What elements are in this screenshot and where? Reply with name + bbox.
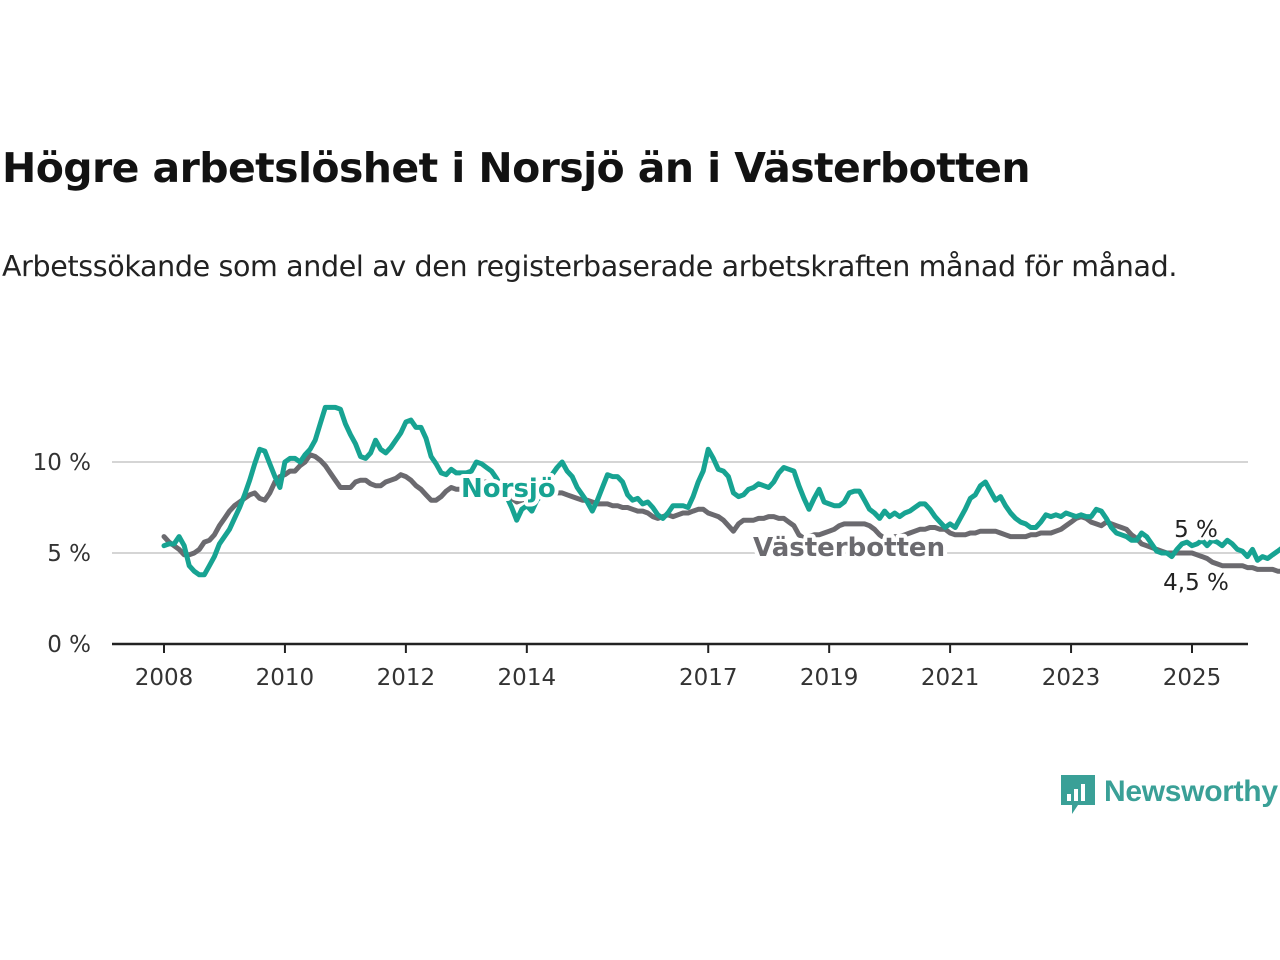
series-line-vasterbotten	[161, 452, 1280, 574]
y-axis-tick-labels: 0 % 5 % 10 %	[33, 450, 91, 658]
newsworthy-logo: Newsworthy	[1058, 772, 1278, 820]
series-label-norsjo: Norsjö	[461, 474, 556, 504]
y-tick-label: 10 %	[33, 450, 91, 476]
x-tick-label: 2019	[800, 665, 859, 691]
y-tick-label: 5 %	[47, 541, 91, 567]
x-tick-label: 2010	[256, 665, 315, 691]
end-label-vasterbotten-halo: 4,5 %	[1163, 570, 1229, 596]
x-tick-label: 2008	[135, 665, 194, 691]
chart-subtitle: Arbetssökande som andel av den registerb…	[2, 250, 1178, 283]
series-label-norsjo-halo: Norsjö	[461, 474, 556, 504]
y-tick-label: 0 %	[47, 632, 91, 658]
x-tick-label: 2017	[679, 665, 738, 691]
x-axis: 2008 2010 2012 2014 2017 2019 2021 2023 2025	[112, 642, 1248, 691]
brand-name: Newsworthy	[1104, 775, 1278, 808]
series-label-vasterbotten-halo: Västerbotten	[753, 533, 945, 563]
x-tick-label: 2014	[498, 665, 557, 691]
bar-chart-bubble-icon	[1061, 775, 1095, 814]
end-label-vasterbotten: 4,5 %	[1163, 570, 1229, 596]
series-line-norsjo	[161, 404, 1280, 578]
series-lines	[161, 404, 1280, 578]
end-label-norsjo: 5 %	[1174, 517, 1218, 543]
x-tick-label: 2025	[1163, 665, 1222, 691]
x-tick-label: 2012	[377, 665, 436, 691]
x-tick-label: 2021	[921, 665, 980, 691]
chart-title: Högre arbetslöshet i Norsjö än i Västerb…	[2, 144, 1031, 192]
end-label-norsjo-halo: 5 %	[1174, 517, 1218, 543]
series-label-vasterbotten: Västerbotten	[753, 533, 945, 563]
x-tick-label: 2023	[1042, 665, 1101, 691]
